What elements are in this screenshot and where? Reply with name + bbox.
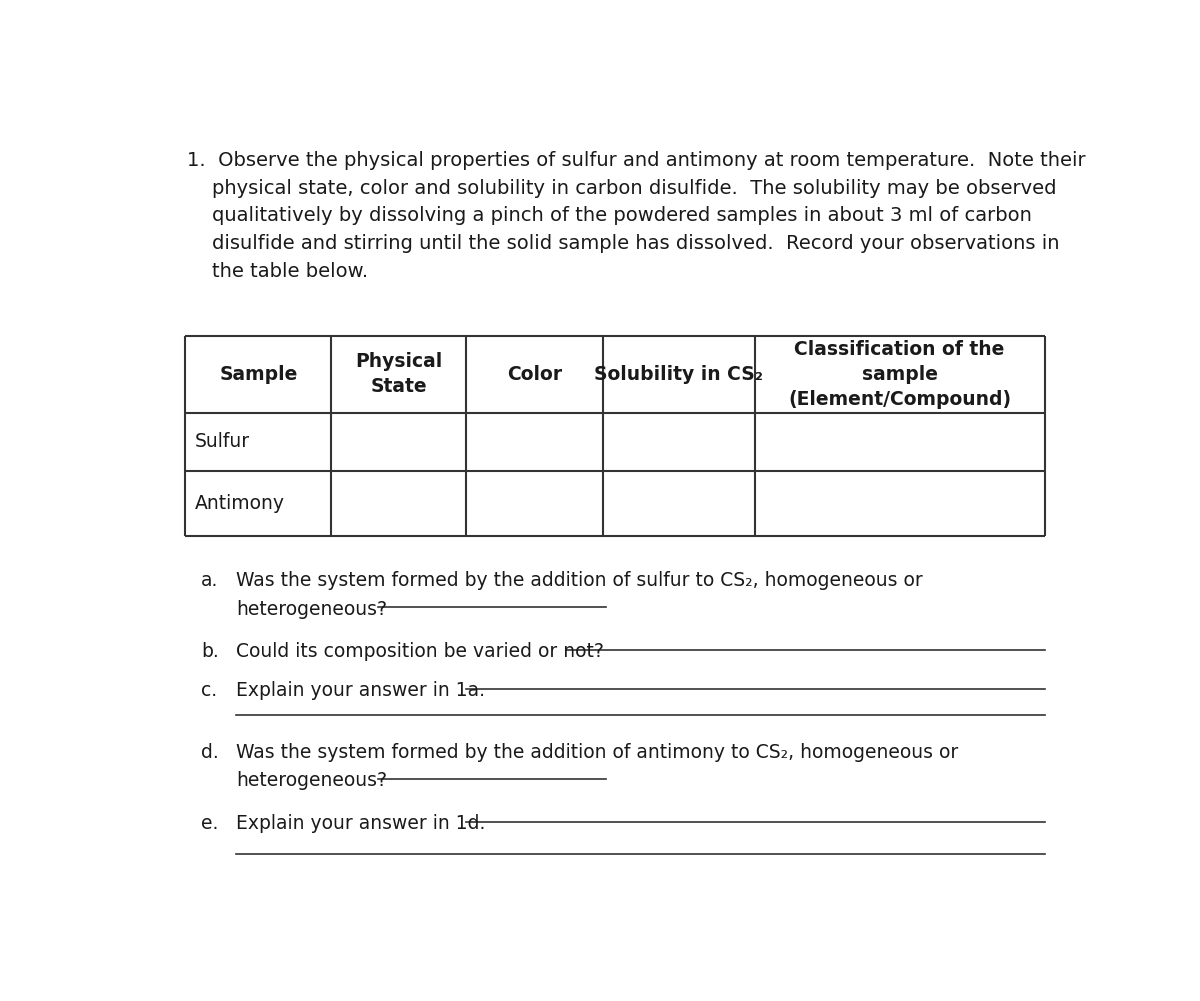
Text: c.: c. — [202, 682, 217, 701]
Text: Sulfur: Sulfur — [194, 432, 250, 451]
Text: Classification of the
sample
(Element/Compound): Classification of the sample (Element/Co… — [788, 340, 1012, 409]
Text: Color: Color — [506, 365, 562, 384]
Text: Antimony: Antimony — [194, 494, 284, 514]
Text: disulfide and stirring until the solid sample has dissolved.  Record your observ: disulfide and stirring until the solid s… — [187, 234, 1060, 253]
Text: e.: e. — [202, 814, 218, 833]
Text: the table below.: the table below. — [187, 262, 368, 281]
Text: b.: b. — [202, 642, 218, 661]
Text: a.: a. — [202, 571, 218, 590]
Text: physical state, color and solubility in carbon disulfide.  The solubility may be: physical state, color and solubility in … — [187, 179, 1057, 198]
Text: Explain your answer in 1a.: Explain your answer in 1a. — [236, 682, 486, 701]
Text: Could its composition be varied or not?: Could its composition be varied or not? — [236, 642, 605, 661]
Text: d.: d. — [202, 743, 218, 762]
Text: Physical
State: Physical State — [355, 352, 443, 396]
Text: Explain your answer in 1d.: Explain your answer in 1d. — [236, 814, 486, 833]
Text: 1.  Observe the physical properties of sulfur and antimony at room temperature. : 1. Observe the physical properties of su… — [187, 151, 1086, 170]
Text: Solubility in CS₂: Solubility in CS₂ — [594, 365, 763, 384]
Text: Was the system formed by the addition of sulfur to CS₂, homogeneous or: Was the system formed by the addition of… — [236, 571, 923, 590]
Text: qualitatively by dissolving a pinch of the powdered samples in about 3 ml of car: qualitatively by dissolving a pinch of t… — [187, 206, 1032, 225]
Text: heterogeneous?: heterogeneous? — [236, 772, 388, 791]
Text: Sample: Sample — [220, 365, 298, 384]
Text: Was the system formed by the addition of antimony to CS₂, homogeneous or: Was the system formed by the addition of… — [236, 743, 959, 762]
Text: heterogeneous?: heterogeneous? — [236, 600, 388, 619]
